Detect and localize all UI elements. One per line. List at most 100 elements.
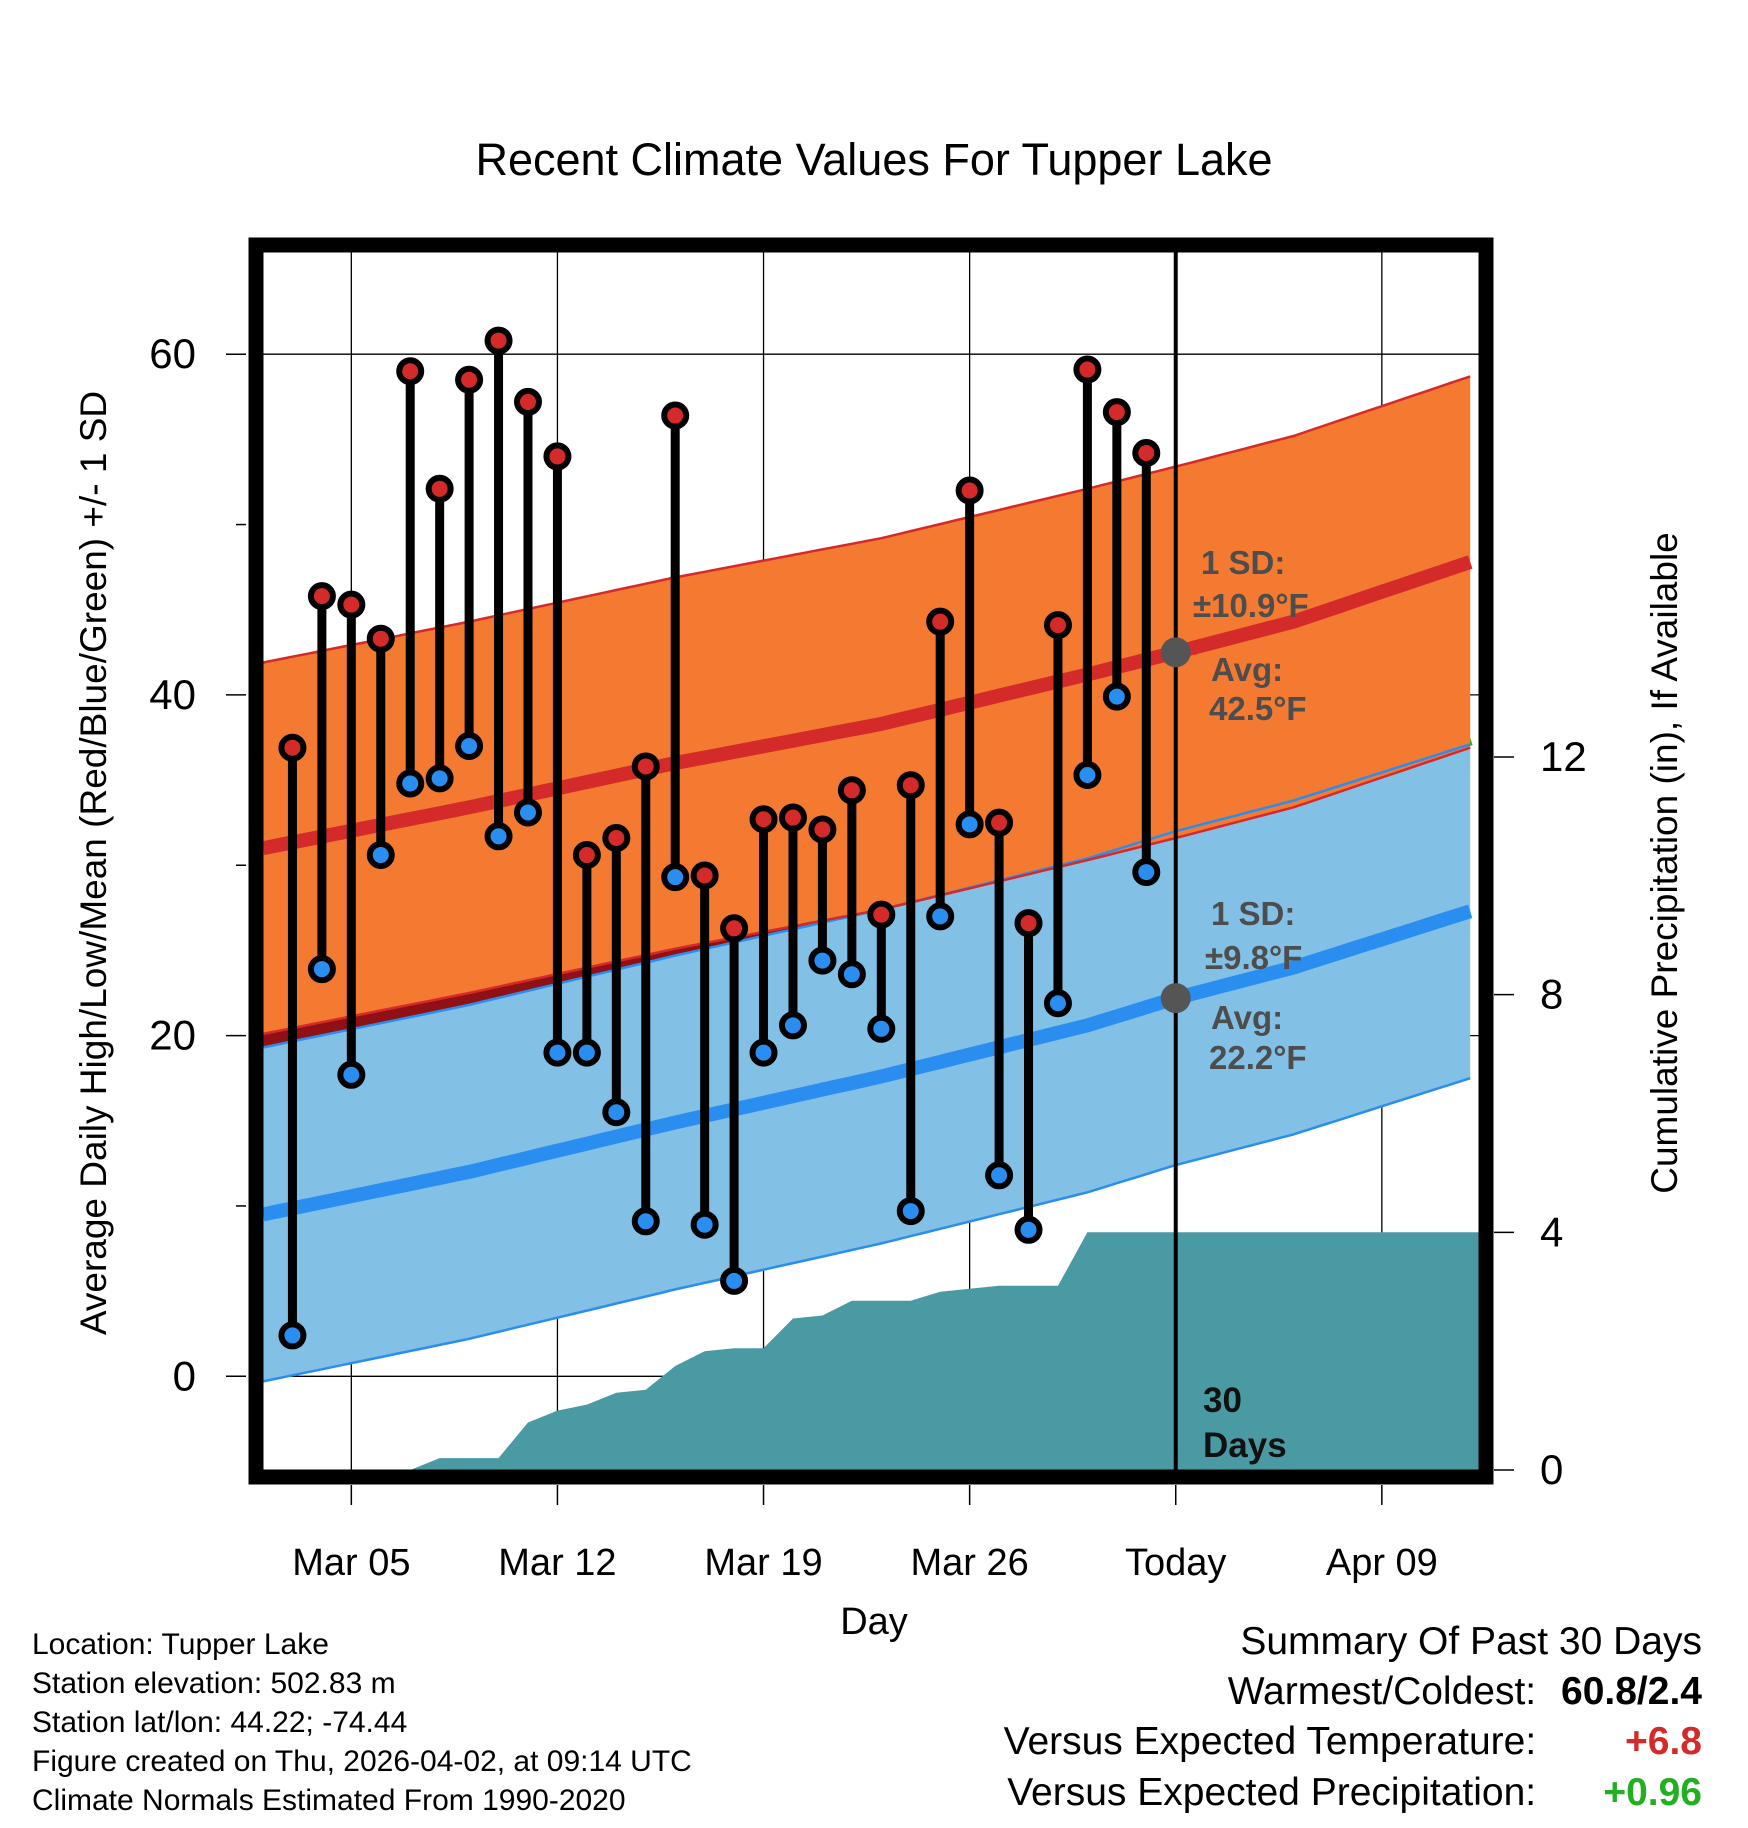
x-tick-label: Mar 19 (704, 1542, 822, 1584)
low-avg-marker (1160, 983, 1191, 1014)
footer-elevation: Station elevation: 502.83 m (32, 1667, 396, 1700)
annotations: 1 SD: ±10.9°F Avg: 42.5°F 1 SD: ±9.8°F A… (1160, 544, 1309, 1465)
high-point (749, 805, 778, 834)
summary-precip: Versus Expected Precipitation: +0.96 (1007, 1773, 1702, 1812)
low-sd-title: 1 SD: (1211, 895, 1295, 932)
low-point (926, 902, 955, 931)
daily-points (278, 326, 1161, 1350)
low-point (720, 1266, 749, 1295)
low-point (1014, 1215, 1043, 1244)
y2-tick-label: 8 (1540, 971, 1563, 1018)
high-point (778, 803, 807, 832)
high-point (1043, 611, 1072, 640)
high-point (955, 476, 984, 505)
low-point (896, 1197, 925, 1226)
footer-created: Figure created on Thu, 2026-04-02, at 09… (32, 1745, 692, 1778)
warm-cold-label: Warmest/Coldest: (1227, 1670, 1537, 1713)
daily-range-bars (287, 340, 1151, 1336)
bottom-axis: Mar 05 Mar 12 Mar 19 Mar 26 Today Apr 09 (292, 1485, 1438, 1584)
low-avg-title: Avg: (1211, 999, 1283, 1036)
warm-cold-value: 60.8/2.4 (1561, 1670, 1702, 1713)
low-point (749, 1038, 778, 1067)
y2-tick-label: 12 (1540, 733, 1587, 780)
high-point (837, 776, 866, 805)
low-point (661, 863, 690, 892)
left-axis: 0 20 40 60 (149, 330, 246, 1399)
high-sd-value: ±10.9°F (1193, 587, 1309, 624)
plot-area (263, 252, 1479, 1470)
high-point (1014, 909, 1043, 938)
low-point (602, 1098, 631, 1127)
low-point (513, 798, 542, 827)
high-point (396, 357, 425, 386)
chart-title: Recent Climate Values For Tupper Lake (475, 134, 1272, 185)
high-sd-band (263, 376, 1471, 1034)
high-avg-marker (1160, 637, 1191, 668)
low-point (425, 764, 454, 793)
low-point (631, 1207, 660, 1236)
y-tick-label: 20 (149, 1012, 196, 1059)
low-point (396, 769, 425, 798)
high-point (867, 900, 896, 929)
high-point (1132, 439, 1161, 468)
low-point (690, 1210, 719, 1239)
y-tick-label: 40 (149, 671, 196, 718)
x-tick-label: Apr 09 (1326, 1542, 1438, 1584)
high-point (985, 808, 1014, 837)
high-point (1102, 398, 1131, 427)
high-point (896, 771, 925, 800)
high-point (631, 752, 660, 781)
high-point (808, 815, 837, 844)
low-point (337, 1060, 366, 1089)
y-axis-label: Average Daily High/Low/Mean (Red/Blue/Gr… (73, 391, 114, 1335)
high-sd-title: 1 SD: (1201, 544, 1285, 581)
high-point (484, 326, 513, 355)
low-point (455, 732, 484, 761)
high-point (307, 582, 336, 611)
low-avg-value: 22.2°F (1209, 1039, 1307, 1076)
high-point (1073, 355, 1102, 384)
temp-label: Versus Expected Temperature: (1003, 1720, 1537, 1763)
x-axis-label: Day (840, 1601, 908, 1643)
precip-value: +0.96 (1603, 1771, 1702, 1814)
low-point (278, 1321, 307, 1350)
low-point (543, 1038, 572, 1067)
low-sd-value: ±9.8°F (1205, 939, 1302, 976)
low-point (1073, 760, 1102, 789)
right-axis: 0 4 8 12 (1494, 733, 1587, 1493)
high-point (337, 590, 366, 619)
plot-frame (248, 237, 1494, 1485)
high-lower-edge (263, 746, 1471, 1036)
low-point (1102, 682, 1131, 711)
high-avg-value: 42.5°F (1209, 690, 1307, 727)
high-point (572, 841, 601, 870)
low-sd-band (263, 744, 1471, 1382)
low-point (366, 841, 395, 870)
y-tick-label: 60 (149, 330, 196, 377)
x-tick-label: Today (1125, 1542, 1226, 1584)
y2-axis-label: Cumulative Precipitation (in), If Availa… (1644, 532, 1685, 1194)
footer-location: Location: Tupper Lake (32, 1628, 329, 1661)
x-tick-label: Mar 26 (910, 1542, 1028, 1584)
low-point (808, 946, 837, 975)
x-tick-label: Mar 05 (292, 1542, 410, 1584)
high-mean-line (263, 555, 1473, 856)
low-point (837, 960, 866, 989)
y2-tick-label: 0 (1540, 1446, 1563, 1493)
high-point (926, 607, 955, 636)
high-point (425, 474, 454, 503)
footer-normals: Climate Normals Estimated From 1990-2020 (32, 1784, 626, 1817)
high-upper-edge (263, 375, 1471, 664)
precip-label: Versus Expected Precipitation: (1007, 1771, 1537, 1814)
today-days-label: 30 Days (1203, 1381, 1287, 1465)
high-point (278, 733, 307, 762)
footer-latlon: Station lat/lon: 44.22; -74.44 (32, 1706, 408, 1739)
low-point (778, 1011, 807, 1040)
high-point (602, 824, 631, 853)
high-point (690, 861, 719, 890)
high-point (455, 365, 484, 394)
summary-temp: Versus Expected Temperature: +6.8 (1004, 1722, 1702, 1761)
x-tick-label: Mar 12 (498, 1542, 616, 1584)
low-point (484, 822, 513, 851)
